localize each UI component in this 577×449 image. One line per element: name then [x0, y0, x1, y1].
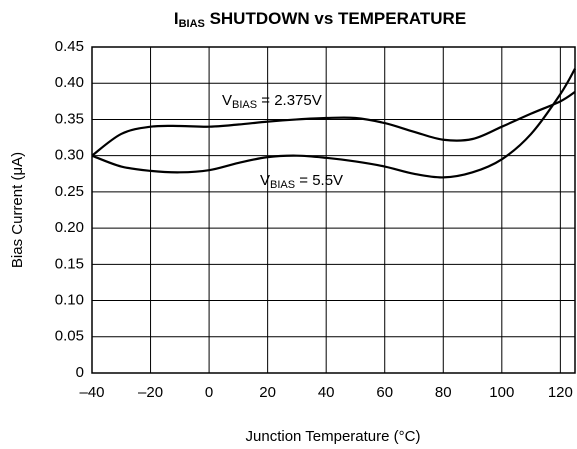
series-line	[91, 68, 576, 179]
y-tick-label: 0.25	[55, 183, 84, 200]
y-tick-label: 0	[76, 364, 84, 381]
x-tick-label: 120	[548, 384, 573, 401]
annotation-part: V	[222, 92, 232, 109]
title-subscript: BIAS	[179, 18, 205, 30]
x-tick-label: 40	[318, 384, 335, 401]
x-tick-label: 60	[376, 384, 393, 401]
y-tick-label: 0.35	[55, 110, 84, 127]
annotation-part: = 2.375V	[257, 92, 322, 109]
y-axis-label: Bias Current (μA)	[9, 152, 26, 268]
y-tick-label: 0.20	[55, 219, 84, 236]
y-tick-label: 0.40	[55, 74, 84, 91]
x-tick-label: 80	[435, 384, 452, 401]
y-tick-label: 0.05	[55, 328, 84, 345]
title-part: I	[174, 9, 179, 28]
x-tick-label: –40	[79, 384, 104, 401]
y-tick-label: 0.10	[55, 292, 84, 309]
y-tick-label: 0.15	[55, 255, 84, 272]
x-tick-label: 20	[259, 384, 276, 401]
series-line	[91, 90, 576, 157]
y-tick-label: 0.45	[55, 38, 84, 55]
chart-title: IBIAS SHUTDOWN vs TEMPERATURE	[174, 9, 466, 29]
series-annotation: VBIAS = 2.375V	[222, 92, 322, 111]
y-tick-label: 0.30	[55, 147, 84, 164]
x-axis-label: Junction Temperature (°C)	[246, 428, 421, 445]
title-part: SHUTDOWN vs TEMPERATURE	[205, 9, 466, 28]
annotation-part: V	[260, 172, 270, 189]
annotation-part: = 5.5V	[295, 172, 343, 189]
plot-frame	[91, 46, 576, 374]
x-tick-label: 0	[205, 384, 213, 401]
x-tick-label: 100	[489, 384, 514, 401]
series-annotation: VBIAS = 5.5V	[260, 172, 343, 191]
x-tick-label: –20	[138, 384, 163, 401]
annotation-subscript: BIAS	[232, 99, 257, 111]
annotation-subscript: BIAS	[270, 179, 295, 191]
